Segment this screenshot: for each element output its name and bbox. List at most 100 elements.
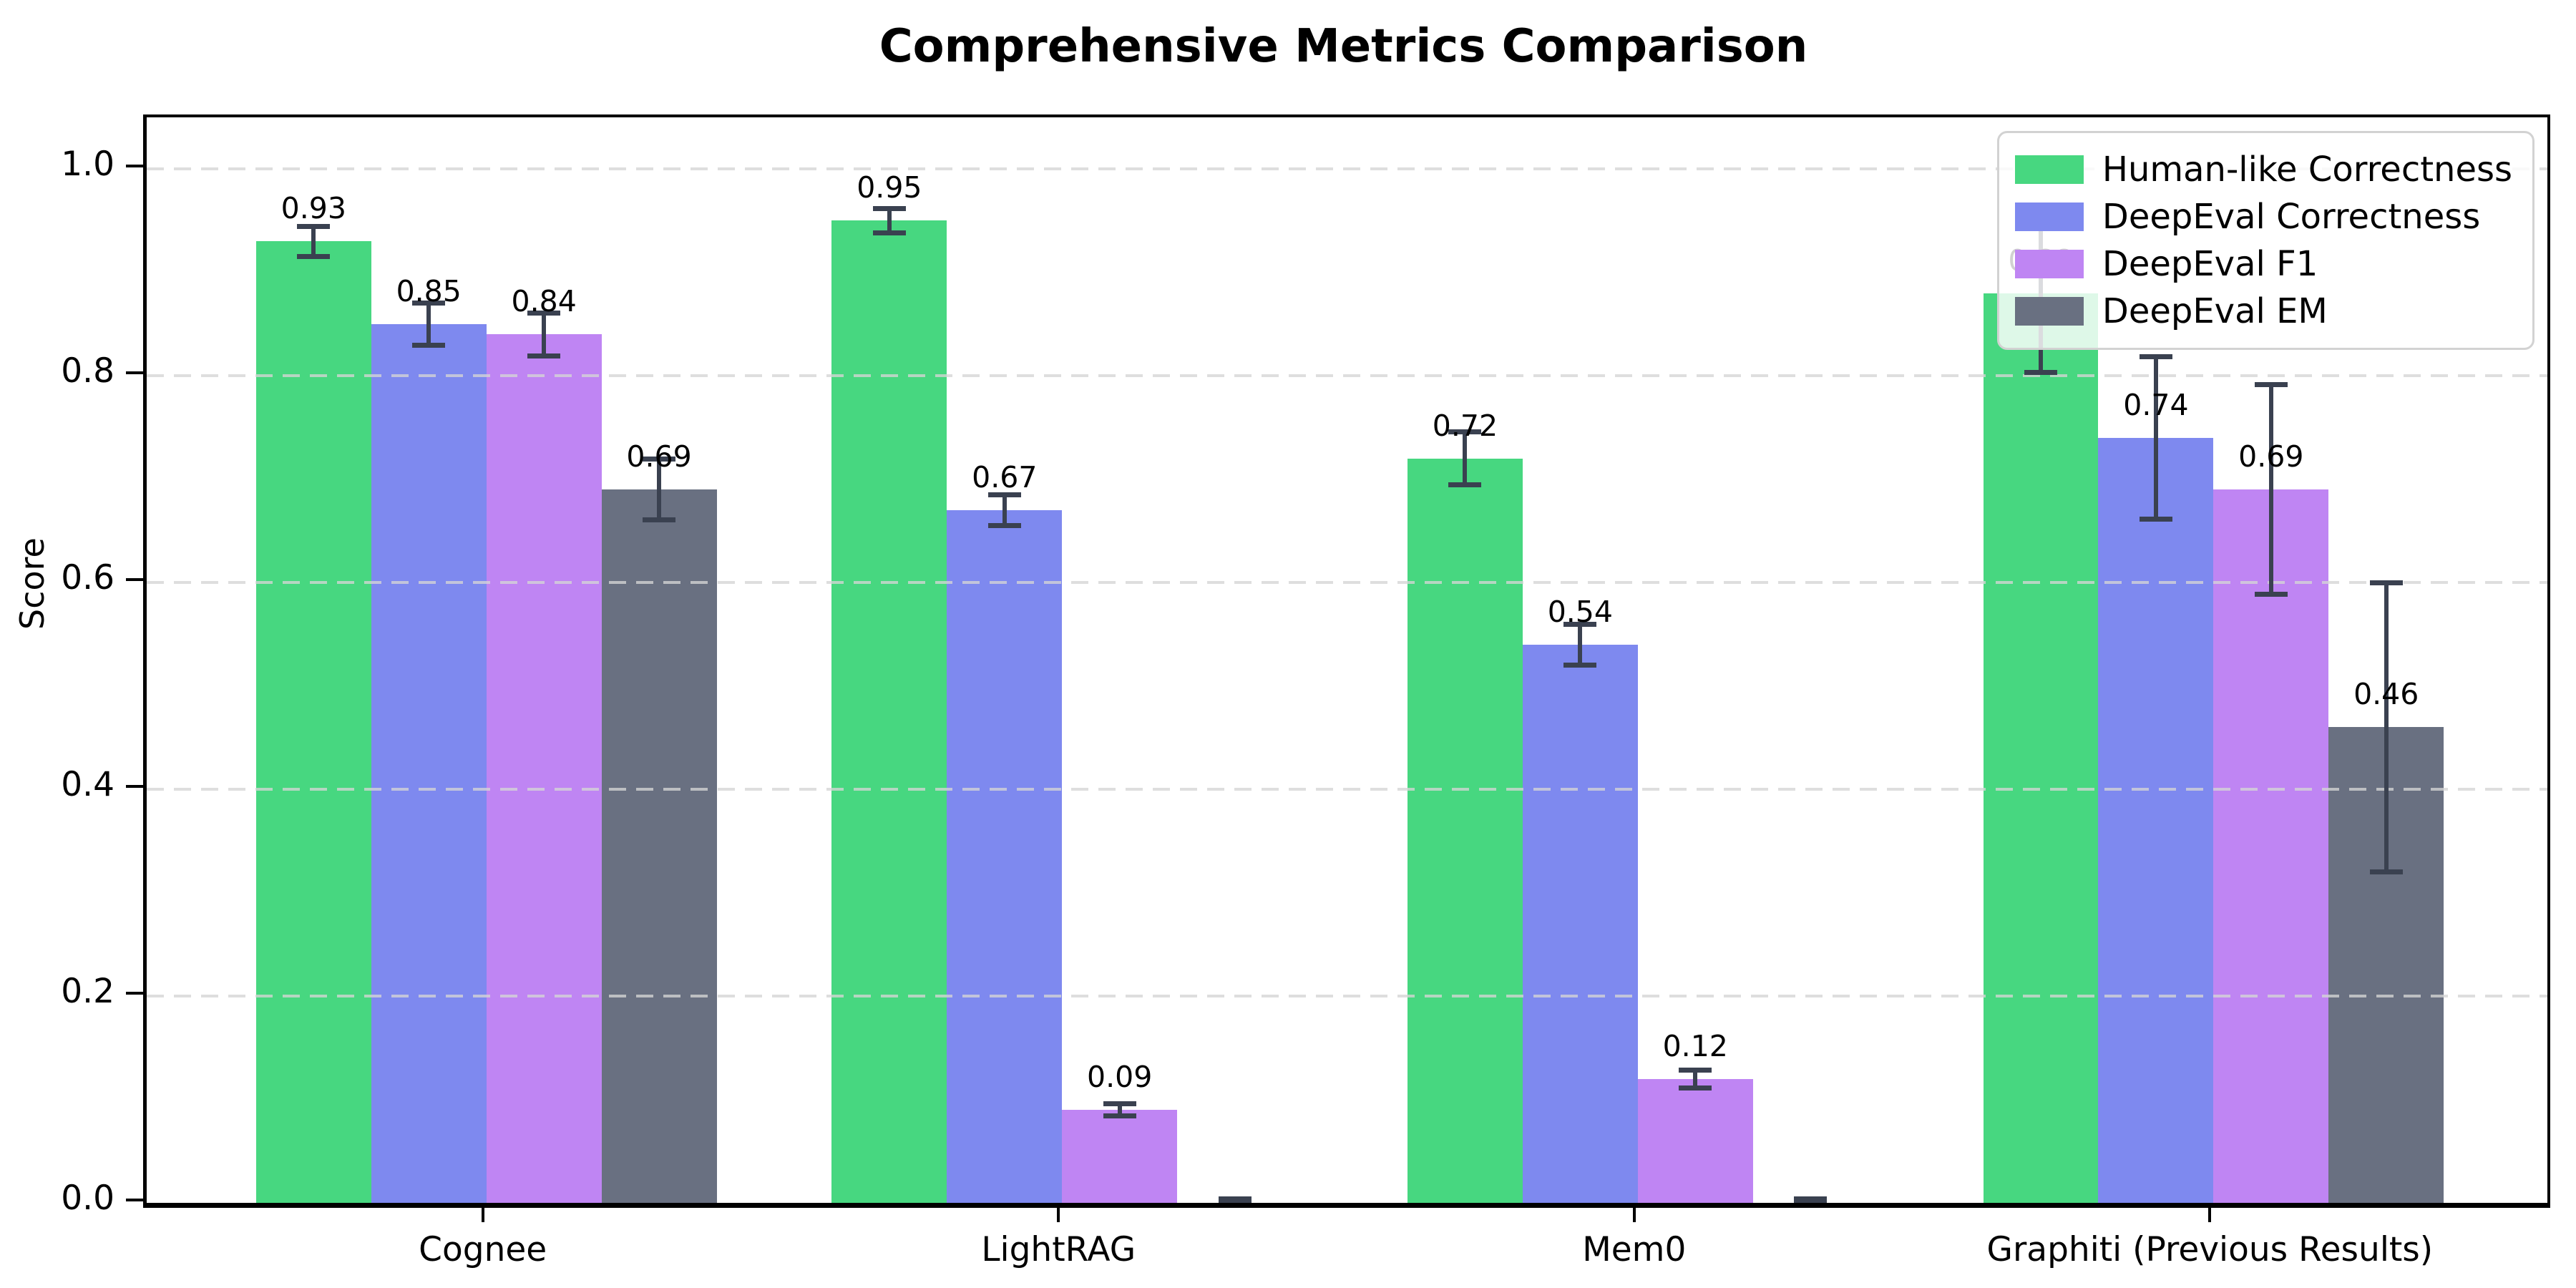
error-bar — [426, 302, 431, 346]
error-bar — [887, 208, 892, 233]
error-bar-cap-bottom — [643, 517, 676, 523]
error-bar-cap-top — [1563, 621, 1597, 627]
error-bar-cap-top — [872, 206, 906, 212]
y-tick-label: 0.6 — [61, 558, 114, 598]
bar-deepeval-f1-2 — [1062, 1109, 1178, 1203]
x-tick-label-4: Graphiti (Previous Results) — [1986, 1230, 2434, 1269]
legend-swatch-icon — [2014, 250, 2084, 278]
x-tick-label-3: Mem0 — [1582, 1230, 1687, 1269]
legend-item: DeepEval Correctness — [2014, 193, 2512, 240]
y-tick-mark — [126, 785, 143, 789]
legend-swatch-icon — [2014, 297, 2084, 326]
bar-deepeval-correctness-2 — [947, 510, 1063, 1203]
error-bar-cap-bottom — [1794, 1198, 1828, 1203]
legend-item: DeepEval F1 — [2014, 240, 2512, 288]
gridline-y-0.6 — [147, 581, 2547, 585]
error-bar-cap-bottom — [1563, 662, 1597, 668]
bar-value-label: 0.54 — [1547, 594, 1613, 629]
bar-deepeval-f1-1 — [486, 334, 602, 1203]
bar-deepeval-f1-4 — [2213, 489, 2329, 1203]
error-bar-cap-top — [987, 492, 1021, 498]
error-bar — [2153, 356, 2158, 519]
error-bar-cap-top — [1448, 429, 1482, 435]
error-bar-cap-bottom — [1448, 482, 1482, 488]
error-bar — [1693, 1069, 1698, 1088]
legend-item-label: DeepEval EM — [2102, 291, 2328, 331]
legend-item: Human-like Correctness — [2014, 146, 2512, 193]
bar-human-like-correctness-1 — [255, 241, 371, 1203]
legend-item-label: DeepEval Correctness — [2102, 197, 2481, 237]
bar-deepeval-correctness-4 — [2098, 437, 2214, 1203]
x-tick-label-1: Cognee — [419, 1230, 547, 1269]
error-bar-cap-top — [297, 223, 331, 229]
error-bar-cap-bottom — [987, 522, 1021, 528]
error-bar-cap-top — [1679, 1067, 1712, 1073]
bar-value-label: 0.85 — [396, 273, 462, 308]
y-tick-label: 0.4 — [61, 765, 114, 805]
error-bar-cap-bottom — [297, 254, 331, 260]
error-bar-cap-bottom — [2139, 517, 2172, 522]
error-bar-cap-bottom — [2024, 369, 2057, 375]
error-bar — [2384, 582, 2389, 872]
bar-value-label: 0.74 — [2123, 387, 2189, 422]
gridline-y-0.4 — [147, 788, 2547, 791]
bar-value-label: 0.69 — [2238, 439, 2304, 474]
gridline-y-0.2 — [147, 995, 2547, 998]
legend-item-label: DeepEval F1 — [2102, 244, 2318, 284]
bar-deepeval-f1-3 — [1637, 1078, 1753, 1203]
bar-value-label: 0.84 — [511, 284, 577, 319]
error-bar-cap-bottom — [527, 353, 561, 358]
legend-item: DeepEval EM — [2014, 288, 2512, 335]
y-tick-label: 0.2 — [61, 972, 114, 1012]
error-bar-cap-bottom — [412, 343, 446, 348]
y-tick-mark — [126, 992, 143, 995]
y-tick-mark — [126, 165, 143, 168]
error-bar — [1002, 494, 1007, 526]
error-bar-cap-top — [2369, 580, 2403, 586]
bar-value-label: 0.93 — [280, 191, 346, 226]
bar-deepeval-correctness-3 — [1522, 644, 1638, 1203]
legend-swatch-icon — [2014, 203, 2084, 231]
gridline-y-0.8 — [147, 374, 2547, 378]
error-bar — [542, 313, 547, 356]
bar-value-label: 0.95 — [857, 170, 922, 205]
error-bar — [2268, 384, 2273, 595]
bar-human-like-correctness-3 — [1407, 458, 1523, 1203]
bar-value-label: 0.67 — [972, 460, 1038, 494]
error-bar-cap-bottom — [2369, 869, 2403, 874]
x-tick-label-2: LightRAG — [981, 1230, 1136, 1269]
error-bar-cap-top — [412, 300, 446, 306]
error-bar — [1578, 623, 1583, 665]
x-tick-mark — [2208, 1208, 2212, 1222]
legend-item-label: Human-like Correctness — [2102, 150, 2512, 190]
y-tick-mark — [126, 371, 143, 375]
bar-value-label: 0.46 — [2353, 677, 2419, 712]
bar-human-like-correctness-2 — [831, 220, 947, 1203]
x-tick-mark — [1057, 1208, 1060, 1222]
bar-deepeval-correctness-1 — [371, 323, 487, 1203]
y-tick-label: 0.0 — [61, 1179, 114, 1218]
bar-value-label: 0.09 — [1087, 1059, 1153, 1094]
y-tick-mark — [126, 578, 143, 582]
error-bar-cap-top — [527, 311, 561, 316]
chart-title: Comprehensive Metrics Comparison — [879, 20, 1808, 73]
error-bar — [1117, 1103, 1122, 1116]
error-bar-cap-top — [2254, 381, 2288, 387]
error-bar-cap-top — [643, 456, 676, 462]
error-bar-cap-top — [1103, 1101, 1136, 1107]
bar-deepeval-em-1 — [601, 489, 717, 1203]
gridline-y-1 — [147, 167, 2547, 171]
bar-value-label: 0.72 — [1432, 408, 1498, 443]
error-bar-cap-bottom — [1103, 1113, 1136, 1118]
error-bar-cap-top — [2139, 353, 2172, 359]
y-tick-label: 1.0 — [61, 145, 114, 185]
legend-swatch-icon — [2014, 155, 2084, 184]
bar-human-like-correctness-4 — [1983, 293, 2099, 1203]
legend: Human-like Correctness DeepEval Correctne… — [1996, 131, 2534, 350]
error-bar — [657, 458, 662, 521]
error-bar-cap-bottom — [2254, 592, 2288, 597]
bar-value-label: 0.69 — [626, 439, 692, 474]
plot-area: Human-like Correctness DeepEval Correctne… — [143, 114, 2550, 1208]
error-bar-cap-bottom — [1218, 1198, 1252, 1203]
